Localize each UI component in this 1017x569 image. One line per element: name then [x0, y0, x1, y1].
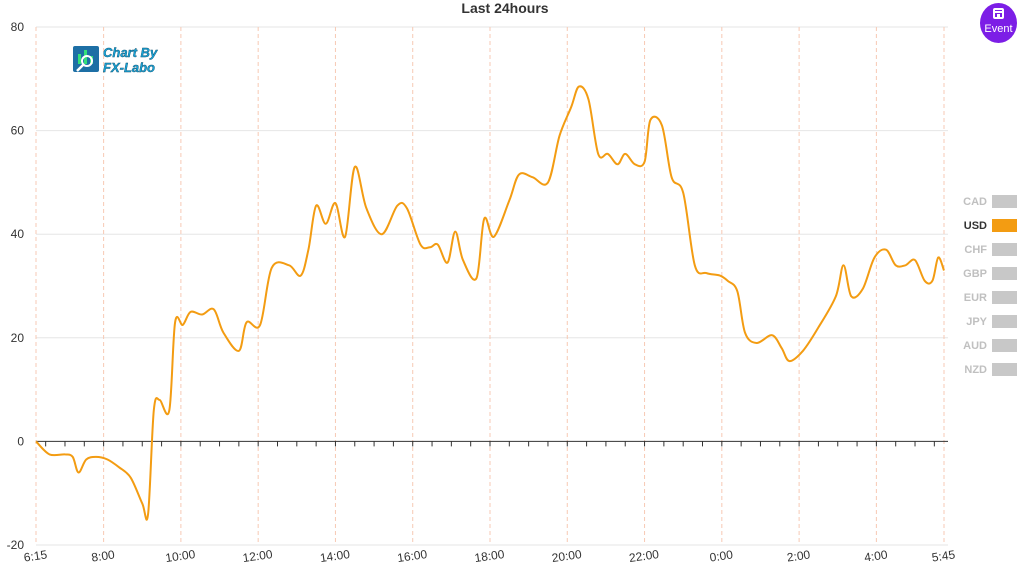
y-tick-label: -20: [7, 538, 25, 552]
legend-swatch: [992, 363, 1017, 376]
legend-label: EUR: [964, 292, 987, 304]
x-tick-label: 12:00: [242, 547, 274, 565]
legend-swatch: [992, 267, 1017, 280]
series-line-usd: [35, 85, 945, 521]
x-tick-label: 14:00: [319, 547, 351, 565]
legend-label: USD: [964, 220, 987, 232]
legend-label: CAD: [963, 196, 987, 208]
legend-label: GBP: [963, 268, 987, 280]
logo-line2: FX-Labo: [103, 60, 155, 75]
horizontal-gridlines: [36, 26, 948, 546]
y-tick-label: 80: [11, 20, 25, 34]
legend-label: NZD: [964, 364, 987, 376]
x-tick-label: 16:00: [396, 547, 428, 565]
legend-swatch: [992, 195, 1017, 208]
x-tick-label: 18:00: [474, 547, 506, 565]
legend-swatch: [992, 291, 1017, 304]
x-axis: 6:15 8:00 10:00 12:00 14:00 16:00 18:00 20:00 22…: [23, 440, 956, 565]
x-tick-label: 20:00: [551, 547, 583, 565]
legend-item-chf[interactable]: CHF: [964, 243, 1017, 256]
legend-item-usd[interactable]: USD: [964, 219, 1017, 232]
calendar-icon: [993, 8, 1004, 19]
legend-swatch: [992, 219, 1017, 232]
x-tick-label: 10:00: [164, 547, 196, 565]
legend-item-eur[interactable]: EUR: [964, 291, 1017, 304]
event-button-label: Event: [984, 23, 1013, 35]
x-tick-label: 5:45: [931, 547, 956, 564]
x-tick-label: 2:00: [786, 547, 811, 564]
logo-magnifier: [81, 55, 93, 67]
legend-item-cad[interactable]: CAD: [963, 195, 1017, 208]
logo-line1: Chart By: [103, 45, 158, 60]
logo-magnifier-handle: [76, 64, 84, 72]
legend-swatch: [992, 339, 1017, 352]
legend-item-aud[interactable]: AUD: [963, 339, 1017, 352]
x-tick-label: 0:00: [709, 547, 734, 564]
legend-item-jpy[interactable]: JPY: [966, 315, 1017, 328]
x-tick-label: 8:00: [91, 547, 116, 564]
y-tick-label: 20: [11, 331, 25, 345]
chart-search-icon: [78, 54, 81, 64]
fx-labo-logo: Chart By FX-Labo: [73, 45, 158, 75]
x-tick-label: 4:00: [863, 547, 888, 564]
legend-label: JPY: [966, 316, 987, 328]
x-tick-label: 22:00: [628, 547, 660, 565]
y-axis: -20 0 20 40 60 80: [7, 20, 25, 552]
legend-item-nzd[interactable]: NZD: [964, 363, 1017, 376]
legend-label: AUD: [963, 340, 987, 352]
legend-swatch: [992, 315, 1017, 328]
series-layer: [35, 85, 945, 521]
vertical-gridlines: [35, 27, 945, 545]
legend-item-gbp[interactable]: GBP: [963, 267, 1017, 280]
chart-title: Last 24hours: [461, 0, 548, 16]
y-tick-label: 0: [17, 434, 24, 448]
legend-label: CHF: [964, 244, 987, 256]
y-tick-label: 60: [11, 124, 25, 138]
event-button[interactable]: Event: [980, 3, 1017, 43]
x-tick-label: 6:15: [23, 547, 48, 564]
legend-swatch: [992, 243, 1017, 256]
y-tick-label: 40: [11, 227, 25, 241]
legend: CAD USD CHF GBP EUR JPY AUD NZD: [963, 195, 1017, 376]
